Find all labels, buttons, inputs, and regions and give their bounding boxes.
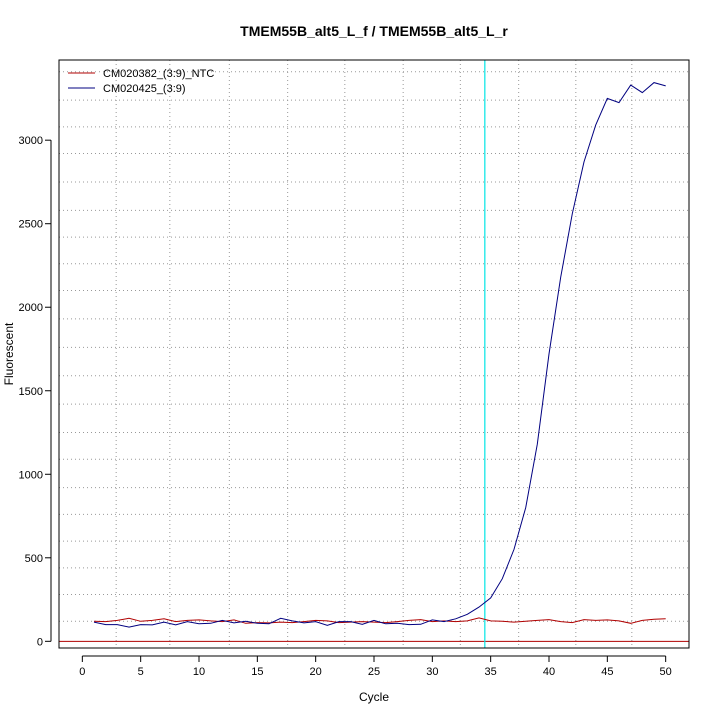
x-tick-label: 5 [138,666,144,678]
y-tick-label: 1000 [19,469,43,481]
y-axis-label: Fluorescent [2,322,16,385]
legend-label-1: CM020382_(3:9)_NTC [103,68,214,80]
x-tick-label: 35 [485,666,497,678]
grid [59,60,689,649]
x-axis-label: Cycle [359,690,389,704]
x-tick-label: 15 [251,666,263,678]
x-axis: 0 5 10 15 20 25 30 35 40 45 50 [79,655,672,678]
x-tick-label: 0 [79,666,85,678]
series-line-2 [93,82,666,628]
series-lines [93,82,666,628]
y-tick-label: 3000 [19,135,43,147]
y-tick-label: 2000 [19,302,43,314]
legend: CM020382_(3:9)_NTC CM020425_(3:9) [68,68,214,95]
chart-title: TMEM55B_alt5_L_f / TMEM55B_alt5_L_r [240,23,508,39]
reference-lines [59,60,689,648]
y-axis: 0 500 1000 1500 2000 2500 3000 [19,135,52,648]
x-tick-label: 30 [426,666,438,678]
y-tick-label: 2500 [19,219,43,231]
y-tick-label: 500 [25,553,43,565]
x-tick-label: 20 [310,666,322,678]
x-tick-label: 40 [543,666,555,678]
x-tick-label: 50 [660,666,672,678]
x-tick-label: 10 [193,666,205,678]
y-tick-label: 0 [37,636,43,648]
x-tick-label: 25 [368,666,380,678]
y-tick-label: 1500 [19,386,43,398]
legend-label-2: CM020425_(3:9) [103,83,186,95]
x-tick-label: 45 [601,666,613,678]
plot-frame [58,59,690,649]
